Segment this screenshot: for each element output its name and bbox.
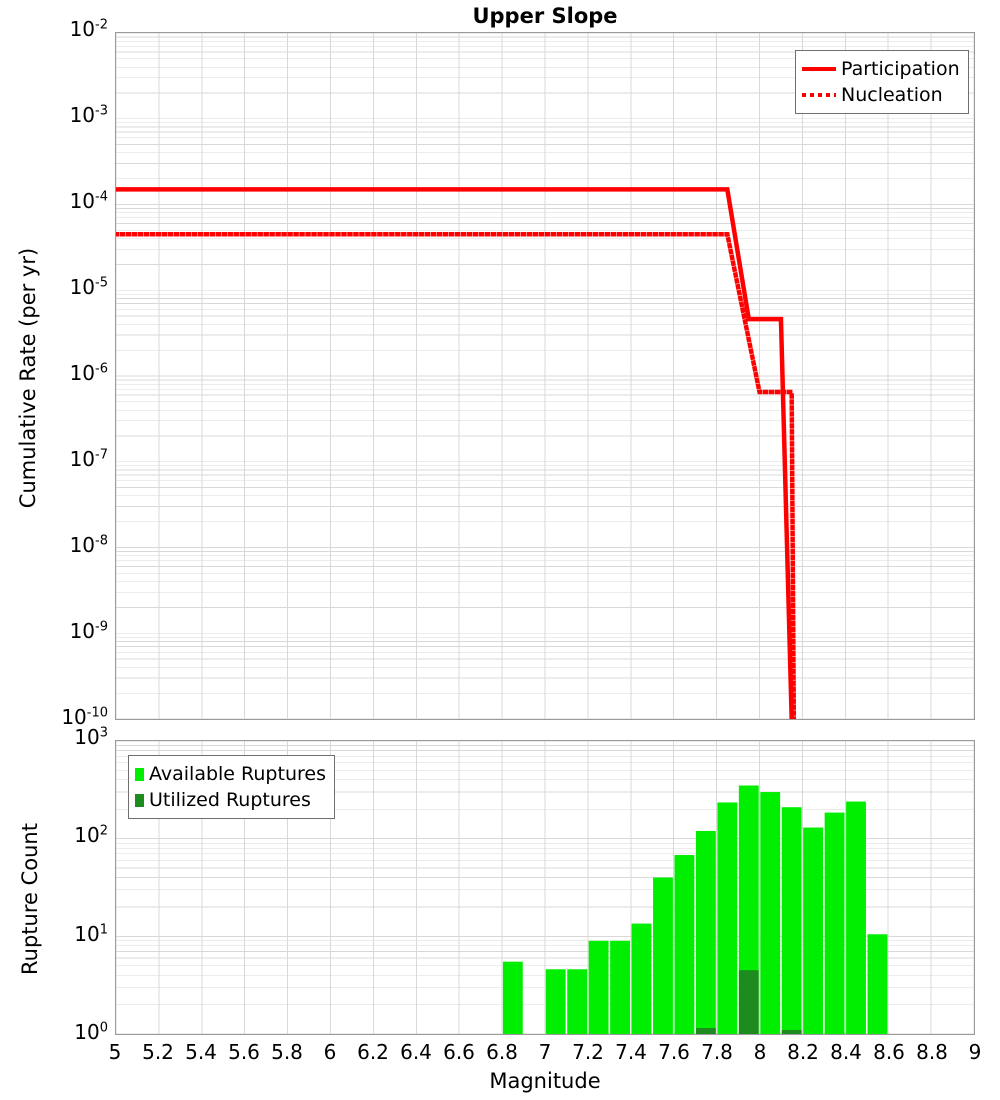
xtick-label: 7: [538, 1040, 552, 1064]
xtick-label: 6.8: [486, 1040, 518, 1064]
legend-swatch-dotted-line-icon: [802, 93, 836, 97]
top-panel-gridlines: [116, 33, 974, 719]
bar-available: [760, 792, 781, 1034]
xtick-label: 8.8: [916, 1040, 948, 1064]
top-panel-legend[interactable]: Participation Nucleation: [795, 50, 969, 114]
bar-available: [846, 801, 866, 1034]
bar-available: [567, 969, 588, 1034]
bar-available: [502, 961, 523, 1034]
xtick-label: 7.2: [572, 1040, 604, 1064]
ytick-label: 10-2: [69, 17, 108, 41]
ytick-label: 10-6: [69, 361, 108, 385]
top-panel-ytick-labels: 10-2 10-3 10-4 10-5 10-6 10-7 10-8 10-9 10-10: [0, 18, 108, 727]
xtick-label: 5.4: [185, 1040, 217, 1064]
xtick-label: 7.6: [658, 1040, 690, 1064]
ytick-label: 10-9: [69, 619, 108, 643]
bar-utilized: [738, 970, 759, 1034]
bar-available: [653, 877, 673, 1034]
xtick-label: 6.4: [400, 1040, 432, 1064]
ytick-label: 102: [74, 823, 108, 848]
ytick-label: 103: [74, 725, 108, 749]
bar-utilized: [781, 1029, 802, 1034]
xtick-label: 6: [323, 1040, 337, 1064]
bar-available: [781, 807, 802, 1034]
legend-item[interactable]: Participation: [802, 56, 960, 82]
legend-label: Participation: [841, 57, 960, 80]
bar-available: [803, 827, 824, 1034]
xtick-label: 5.6: [228, 1040, 260, 1064]
legend-item[interactable]: Available Ruptures: [135, 761, 326, 787]
bar-available: [867, 934, 888, 1034]
bar-available: [631, 923, 652, 1034]
xtick-label: 5.2: [142, 1040, 174, 1064]
bar-available: [588, 940, 609, 1034]
ytick-label: 101: [74, 921, 108, 946]
bar-available: [695, 830, 716, 1034]
ytick-label: 10-3: [69, 103, 108, 127]
xtick-label: 6.6: [443, 1040, 475, 1064]
legend-swatch-solid-line-icon: [802, 67, 836, 71]
bar-available: [610, 940, 631, 1034]
legend-label: Available Ruptures: [149, 762, 326, 785]
x-axis-label: Magnitude: [489, 1069, 601, 1093]
legend-swatch-box-icon: [135, 793, 144, 807]
ytick-label: 100: [74, 1020, 108, 1044]
ytick-label: 10-7: [69, 447, 108, 471]
legend-swatch-box-icon: [135, 767, 144, 781]
legend-item[interactable]: Utilized Ruptures: [135, 787, 326, 813]
top-panel-ylabel: Cumulative Rate (per yr): [16, 247, 40, 509]
xtick-label: 9: [968, 1040, 982, 1064]
xtick-label: 7.8: [701, 1040, 733, 1064]
bar-available: [545, 969, 566, 1034]
legend-item[interactable]: Nucleation: [802, 82, 960, 108]
curve-nucleation: [116, 231, 797, 719]
bottom-panel-legend[interactable]: Available Ruptures Utilized Ruptures: [128, 755, 335, 819]
top-panel-axes: [115, 32, 975, 720]
bottom-panel-ytick-labels: 103 102 101 100: [0, 726, 108, 1042]
xtick-label: 5: [108, 1040, 122, 1064]
xtick-label: 8.2: [787, 1040, 819, 1064]
bottom-panel-bars: [502, 785, 888, 1034]
bar-available: [717, 802, 738, 1034]
legend-label: Nucleation: [841, 83, 943, 106]
xtick-label: 8: [753, 1040, 767, 1064]
legend-label: Utilized Ruptures: [149, 788, 311, 811]
bottom-panel-ylabel: Rupture Count: [18, 823, 42, 975]
top-panel-data: [116, 187, 797, 719]
ytick-label: 10-5: [69, 275, 108, 299]
ytick-label: 10-8: [69, 533, 108, 557]
xtick-label: 8.6: [873, 1040, 905, 1064]
xtick-label: 7.4: [615, 1040, 647, 1064]
ytick-label: 10-4: [69, 189, 108, 213]
curve-participation: [116, 187, 794, 719]
bar-available: [674, 855, 695, 1034]
xtick-label: 6.2: [357, 1040, 389, 1064]
chart-title: Upper Slope: [472, 4, 618, 28]
xtick-label: 8.4: [830, 1040, 862, 1064]
bar-utilized: [695, 1028, 716, 1034]
bar-available: [824, 812, 845, 1034]
ytick-label: 10-10: [61, 705, 108, 729]
xtick-label: 5.8: [271, 1040, 303, 1064]
